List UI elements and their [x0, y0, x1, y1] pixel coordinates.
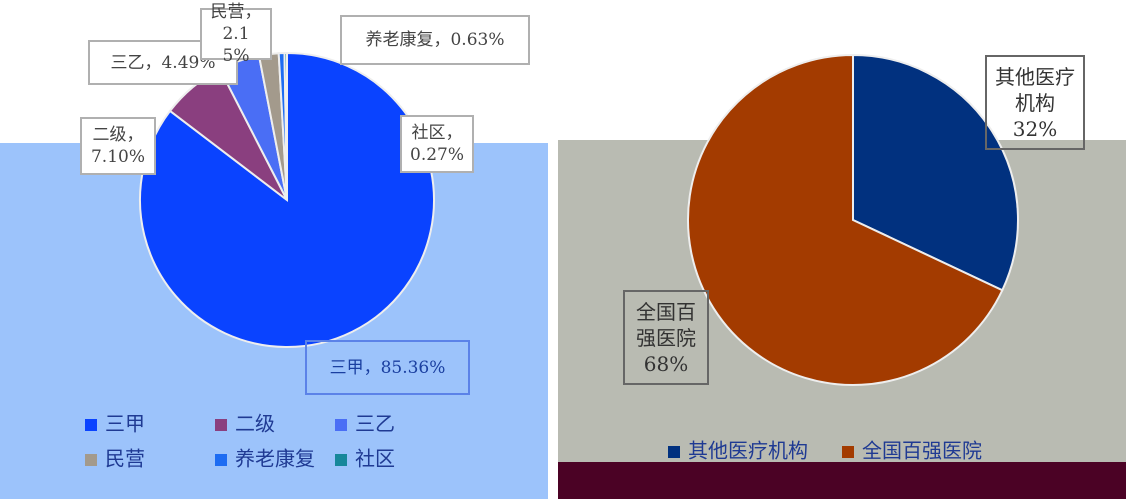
data-label: 社区，0.27%: [400, 115, 474, 173]
legend-swatch: [215, 419, 227, 431]
data-label: 三甲，85.36%: [305, 340, 470, 395]
legend-swatch: [668, 446, 680, 458]
legend-label: 三乙: [355, 412, 395, 436]
legend-label: 民营: [105, 447, 145, 471]
label-category: 全国百强医院: [636, 299, 696, 350]
legend-swatch: [842, 446, 854, 458]
legend-label: 养老康复: [235, 447, 315, 471]
pie-slice: [283, 51, 288, 201]
label-category: 其他医疗机构: [995, 64, 1075, 115]
legend-label: 二级: [235, 412, 275, 436]
legend-swatch: [85, 419, 97, 431]
data-label: 二级，7.10%: [80, 117, 156, 175]
data-label: 全国百强医院 68%: [623, 290, 709, 385]
legend-swatch: [215, 454, 227, 466]
label-value: 68%: [643, 351, 689, 376]
legend-label: 社区: [355, 447, 395, 471]
bottom-band: [558, 462, 1126, 499]
legend-swatch: [85, 454, 97, 466]
label-value: 32%: [1012, 116, 1058, 141]
legend-label: 三甲: [105, 412, 145, 436]
data-label: 民营，2.15%: [200, 2, 272, 66]
data-label: 养老康复，0.63%: [340, 15, 530, 65]
data-label: 其他医疗机构 32%: [985, 55, 1085, 150]
legend-swatch: [335, 419, 347, 431]
pie-slice: [852, 53, 1019, 292]
legend-label: 其他医疗机构: [688, 439, 808, 463]
legend-label: 全国百强医院: [862, 439, 982, 463]
pie-slice: [687, 53, 1004, 386]
legend-swatch: [335, 454, 347, 466]
